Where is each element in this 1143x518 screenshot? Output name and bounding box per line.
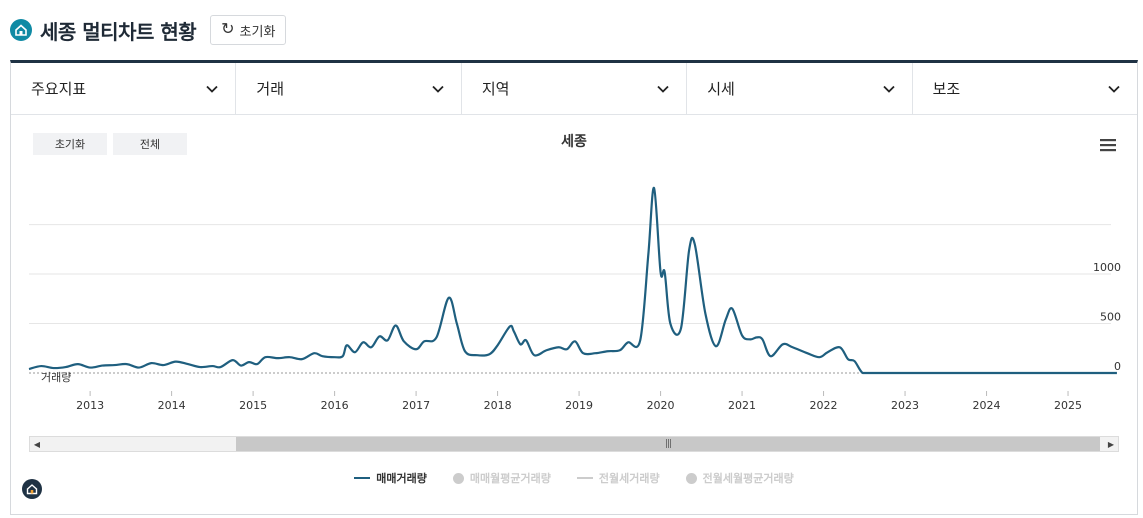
scroll-right-icon[interactable]: ▶ xyxy=(1104,437,1118,451)
x-tick-label: 2022 xyxy=(810,399,838,412)
chart-reset-button[interactable]: 초기화 xyxy=(33,133,107,155)
x-tick-label: 2016 xyxy=(321,399,349,412)
legend-label: 전월세월평균거래량 xyxy=(702,472,794,485)
reset-button[interactable]: ↻ 초기화 xyxy=(210,15,287,45)
x-tick-label: 2020 xyxy=(647,399,675,412)
line-chart: 0 500 1000 2013 2014 2015 2016 2017 2018 2019 202… xyxy=(28,186,1121,412)
chart-area: 0 500 1000 2013 2014 2015 2016 2017 2018 2019 202… xyxy=(11,115,1137,515)
brand-logo-icon xyxy=(22,479,42,499)
y-tick-label: 500 xyxy=(1100,311,1121,324)
y-tick-label: 0 xyxy=(1114,360,1121,373)
home-logo-icon xyxy=(10,19,32,41)
legend-item-rent-volume[interactable]: 전월세거래량 xyxy=(576,470,660,486)
filter-label: 지역 xyxy=(481,80,510,98)
grip-icon: ||| xyxy=(664,439,672,449)
x-tick-label: 2024 xyxy=(973,399,1001,412)
legend-label: 매매거래량 xyxy=(376,472,427,485)
x-tick-label: 2014 xyxy=(158,399,186,412)
filter-main-indicator[interactable]: 주요지표 xyxy=(11,63,237,114)
chevron-down-icon xyxy=(657,85,669,93)
legend-item-sale-volume[interactable]: 매매거래량 xyxy=(354,470,427,486)
y-axis-label: 거래량 xyxy=(41,371,71,384)
scrollbar-thumb[interactable]: ||| xyxy=(236,437,1100,451)
series-line-sale-volume xyxy=(28,186,1117,375)
x-tick-label: 2025 xyxy=(1054,399,1082,412)
x-tick-label: 2017 xyxy=(402,399,430,412)
chart-panel: 주요지표 거래 지역 시세 보조 0 500 1000 2013 2014 2015 20… xyxy=(10,60,1138,515)
refresh-icon: ↻ xyxy=(221,21,235,38)
filter-label: 시세 xyxy=(707,80,735,98)
filter-region[interactable]: 지역 xyxy=(462,63,688,114)
filter-auxiliary[interactable]: 보조 xyxy=(913,63,1137,114)
chevron-down-icon xyxy=(206,85,219,93)
horizontal-scrollbar[interactable]: ◀ ||| ▶ xyxy=(29,436,1119,452)
legend-dot-icon xyxy=(452,472,464,484)
x-tick-label: 2019 xyxy=(565,399,593,412)
filter-price[interactable]: 시세 xyxy=(687,63,913,114)
filter-label: 보조 xyxy=(932,80,961,98)
legend-label: 전월세거래량 xyxy=(598,472,660,485)
legend-item-rent-monthly-avg[interactable]: 전월세월평균거래량 xyxy=(685,470,794,486)
chevron-down-icon xyxy=(432,85,444,93)
legend-line-icon xyxy=(576,477,593,479)
legend-line-icon xyxy=(354,477,371,479)
filter-bar: 주요지표 거래 지역 시세 보조 xyxy=(11,63,1137,115)
x-tick-label: 2015 xyxy=(239,399,267,412)
legend-label: 매매월평균거래량 xyxy=(469,472,551,485)
reset-button-label: 초기화 xyxy=(239,23,276,39)
x-tick-label: 2023 xyxy=(891,399,919,412)
filter-transaction[interactable]: 거래 xyxy=(236,63,462,114)
chevron-down-icon xyxy=(1108,85,1120,93)
filter-label: 거래 xyxy=(256,80,285,98)
x-tick-label: 2018 xyxy=(484,399,512,412)
hamburger-menu-icon[interactable] xyxy=(1099,137,1117,153)
chart-all-button[interactable]: 전체 xyxy=(113,133,187,155)
x-tick-label: 2013 xyxy=(76,399,104,412)
legend-item-sale-monthly-avg[interactable]: 매매월평균거래량 xyxy=(452,470,551,486)
page-header: 세종 멀티차트 현황 ↻ 초기화 xyxy=(10,14,287,46)
legend-dot-icon xyxy=(685,472,697,484)
x-tick-label: 2021 xyxy=(728,399,756,412)
filter-label: 주요지표 xyxy=(31,80,87,98)
scroll-left-icon[interactable]: ◀ xyxy=(30,437,44,451)
chart-legend: 매매거래량 매매월평균거래량 전월세거래량 전월세월평균거래량 xyxy=(11,470,1137,486)
y-tick-label: 1000 xyxy=(1093,261,1121,274)
chevron-down-icon xyxy=(882,85,895,93)
page-title: 세종 멀티차트 현황 xyxy=(40,19,197,44)
